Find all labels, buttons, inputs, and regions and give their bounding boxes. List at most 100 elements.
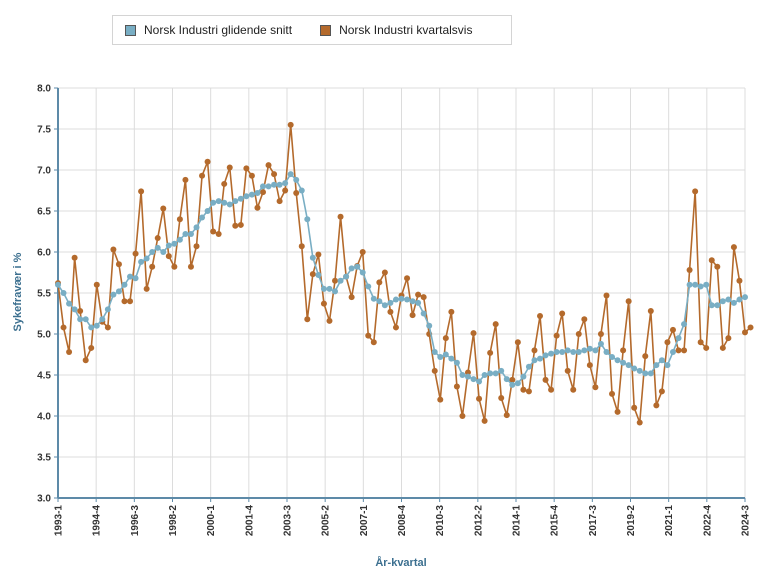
data-point-glidende-snitt[interactable] xyxy=(365,283,372,290)
data-point-glidende-snitt[interactable] xyxy=(564,347,571,354)
data-point-glidende-snitt[interactable] xyxy=(243,193,250,200)
data-point-kvartalsvis[interactable] xyxy=(431,367,438,374)
data-point-glidende-snitt[interactable] xyxy=(104,306,111,313)
data-point-glidende-snitt[interactable] xyxy=(742,294,748,301)
data-point-glidende-snitt[interactable] xyxy=(254,189,261,196)
data-point-glidende-snitt[interactable] xyxy=(392,296,399,303)
data-point-kvartalsvis[interactable] xyxy=(453,383,460,390)
data-point-glidende-snitt[interactable] xyxy=(259,183,266,190)
data-point-kvartalsvis[interactable] xyxy=(437,396,444,403)
data-point-glidende-snitt[interactable] xyxy=(597,340,604,347)
data-point-glidende-snitt[interactable] xyxy=(448,355,455,362)
data-point-kvartalsvis[interactable] xyxy=(553,332,560,339)
data-point-kvartalsvis[interactable] xyxy=(387,308,394,315)
data-point-kvartalsvis[interactable] xyxy=(476,395,483,402)
data-point-glidende-snitt[interactable] xyxy=(332,288,339,295)
data-point-glidende-snitt[interactable] xyxy=(376,298,383,305)
data-point-glidende-snitt[interactable] xyxy=(149,249,156,255)
data-point-kvartalsvis[interactable] xyxy=(171,263,178,270)
data-point-kvartalsvis[interactable] xyxy=(581,316,588,323)
data-point-glidende-snitt[interactable] xyxy=(553,349,560,356)
data-point-kvartalsvis[interactable] xyxy=(448,308,455,315)
data-point-kvartalsvis[interactable] xyxy=(104,324,111,331)
data-point-kvartalsvis[interactable] xyxy=(359,249,366,255)
data-point-glidende-snitt[interactable] xyxy=(653,362,660,369)
data-point-kvartalsvis[interactable] xyxy=(503,412,510,419)
data-point-kvartalsvis[interactable] xyxy=(193,243,200,250)
data-point-kvartalsvis[interactable] xyxy=(703,344,710,351)
data-point-kvartalsvis[interactable] xyxy=(614,408,621,415)
data-point-glidende-snitt[interactable] xyxy=(88,324,95,331)
data-point-kvartalsvis[interactable] xyxy=(736,277,743,284)
data-point-kvartalsvis[interactable] xyxy=(293,189,300,196)
data-point-kvartalsvis[interactable] xyxy=(232,222,239,229)
data-point-glidende-snitt[interactable] xyxy=(348,265,355,272)
data-point-glidende-snitt[interactable] xyxy=(492,370,499,377)
data-point-glidende-snitt[interactable] xyxy=(370,295,377,302)
data-point-glidende-snitt[interactable] xyxy=(221,199,228,206)
data-point-kvartalsvis[interactable] xyxy=(464,369,471,376)
data-point-kvartalsvis[interactable] xyxy=(248,172,255,179)
data-point-kvartalsvis[interactable] xyxy=(509,376,516,383)
data-point-glidende-snitt[interactable] xyxy=(730,299,737,306)
data-point-glidende-snitt[interactable] xyxy=(138,258,145,265)
data-point-kvartalsvis[interactable] xyxy=(603,292,610,299)
data-point-glidende-snitt[interactable] xyxy=(498,367,505,374)
data-point-kvartalsvis[interactable] xyxy=(514,339,521,346)
data-point-glidende-snitt[interactable] xyxy=(304,216,311,223)
data-point-glidende-snitt[interactable] xyxy=(265,183,272,190)
legend-item-glidende-snitt[interactable]: Norsk Industri glidende snitt xyxy=(125,23,292,37)
data-point-kvartalsvis[interactable] xyxy=(60,324,67,331)
data-point-kvartalsvis[interactable] xyxy=(498,394,505,401)
data-point-kvartalsvis[interactable] xyxy=(597,331,604,337)
data-point-glidende-snitt[interactable] xyxy=(675,335,682,342)
data-point-glidende-snitt[interactable] xyxy=(686,281,693,288)
data-point-kvartalsvis[interactable] xyxy=(470,330,477,337)
data-point-glidende-snitt[interactable] xyxy=(398,295,405,302)
data-point-kvartalsvis[interactable] xyxy=(730,244,737,251)
data-point-kvartalsvis[interactable] xyxy=(442,335,449,342)
data-point-kvartalsvis[interactable] xyxy=(697,339,704,346)
data-point-kvartalsvis[interactable] xyxy=(320,300,327,307)
data-point-glidende-snitt[interactable] xyxy=(404,296,411,303)
data-point-kvartalsvis[interactable] xyxy=(575,331,582,337)
data-point-glidende-snitt[interactable] xyxy=(204,208,211,214)
data-point-kvartalsvis[interactable] xyxy=(160,205,167,212)
data-point-glidende-snitt[interactable] xyxy=(232,198,239,205)
data-point-kvartalsvis[interactable] xyxy=(658,388,665,395)
data-point-glidende-snitt[interactable] xyxy=(537,355,544,362)
data-point-glidende-snitt[interactable] xyxy=(337,277,344,284)
data-point-kvartalsvis[interactable] xyxy=(537,312,544,319)
data-point-kvartalsvis[interactable] xyxy=(719,344,726,351)
data-point-kvartalsvis[interactable] xyxy=(304,316,311,323)
data-point-glidende-snitt[interactable] xyxy=(293,176,300,183)
data-point-glidende-snitt[interactable] xyxy=(609,353,616,360)
data-point-glidende-snitt[interactable] xyxy=(60,290,67,296)
data-point-glidende-snitt[interactable] xyxy=(121,281,128,288)
data-point-glidende-snitt[interactable] xyxy=(708,302,715,309)
data-point-kvartalsvis[interactable] xyxy=(592,384,599,391)
data-point-kvartalsvis[interactable] xyxy=(548,386,555,393)
data-point-glidende-snitt[interactable] xyxy=(309,254,316,261)
data-point-kvartalsvis[interactable] xyxy=(143,285,150,292)
data-point-kvartalsvis[interactable] xyxy=(669,326,676,333)
data-point-glidende-snitt[interactable] xyxy=(681,321,688,328)
data-point-kvartalsvis[interactable] xyxy=(127,298,134,305)
data-point-glidende-snitt[interactable] xyxy=(132,275,139,282)
data-point-glidende-snitt[interactable] xyxy=(359,269,366,276)
data-point-kvartalsvis[interactable] xyxy=(298,243,305,250)
data-point-kvartalsvis[interactable] xyxy=(66,349,73,356)
data-point-glidende-snitt[interactable] xyxy=(464,373,471,380)
data-point-kvartalsvis[interactable] xyxy=(326,317,333,324)
data-point-glidende-snitt[interactable] xyxy=(77,316,84,323)
data-point-kvartalsvis[interactable] xyxy=(381,269,388,276)
data-point-glidende-snitt[interactable] xyxy=(631,365,638,372)
data-point-glidende-snitt[interactable] xyxy=(476,378,483,385)
data-point-kvartalsvis[interactable] xyxy=(221,180,228,187)
data-point-glidende-snitt[interactable] xyxy=(586,345,593,352)
data-point-kvartalsvis[interactable] xyxy=(625,298,632,305)
data-point-kvartalsvis[interactable] xyxy=(365,332,372,339)
data-point-kvartalsvis[interactable] xyxy=(492,321,499,328)
data-point-glidende-snitt[interactable] xyxy=(143,255,150,262)
data-point-glidende-snitt[interactable] xyxy=(326,285,333,292)
